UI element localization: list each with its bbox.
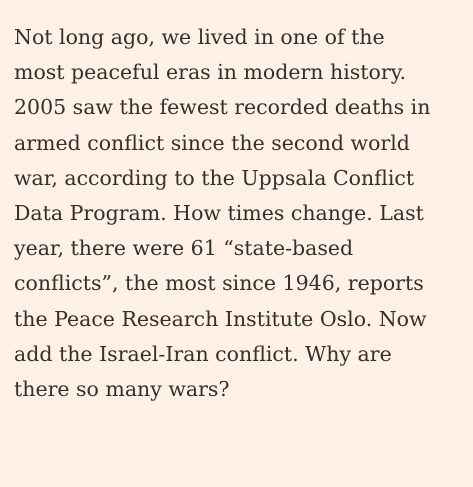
paragraph-line: add the Israel-Iran conflict. Why are [14,341,392,366]
paragraph-line: war, according to the Uppsala Conflict [14,165,415,190]
paragraph-line: year, there were 61 “state-based [14,236,354,261]
paragraph-line: most peaceful eras in modern history. [14,60,407,85]
paragraph-line: Data Program. How times change. Last [14,201,424,226]
article-paragraph: Not long ago, we lived in one of the mos… [14,20,459,407]
paragraph-line: there so many wars? [14,377,230,402]
paragraph-line: Not long ago, we lived in one of the [14,25,385,49]
paragraph-line: 2005 saw the fewest recorded deaths in [14,95,431,120]
paragraph-line: conflicts”, the most since 1946, reports [14,271,424,296]
paragraph-line: the Peace Research Institute Oslo. Now [14,306,427,331]
paragraph-line: armed conflict since the second world [14,130,410,155]
